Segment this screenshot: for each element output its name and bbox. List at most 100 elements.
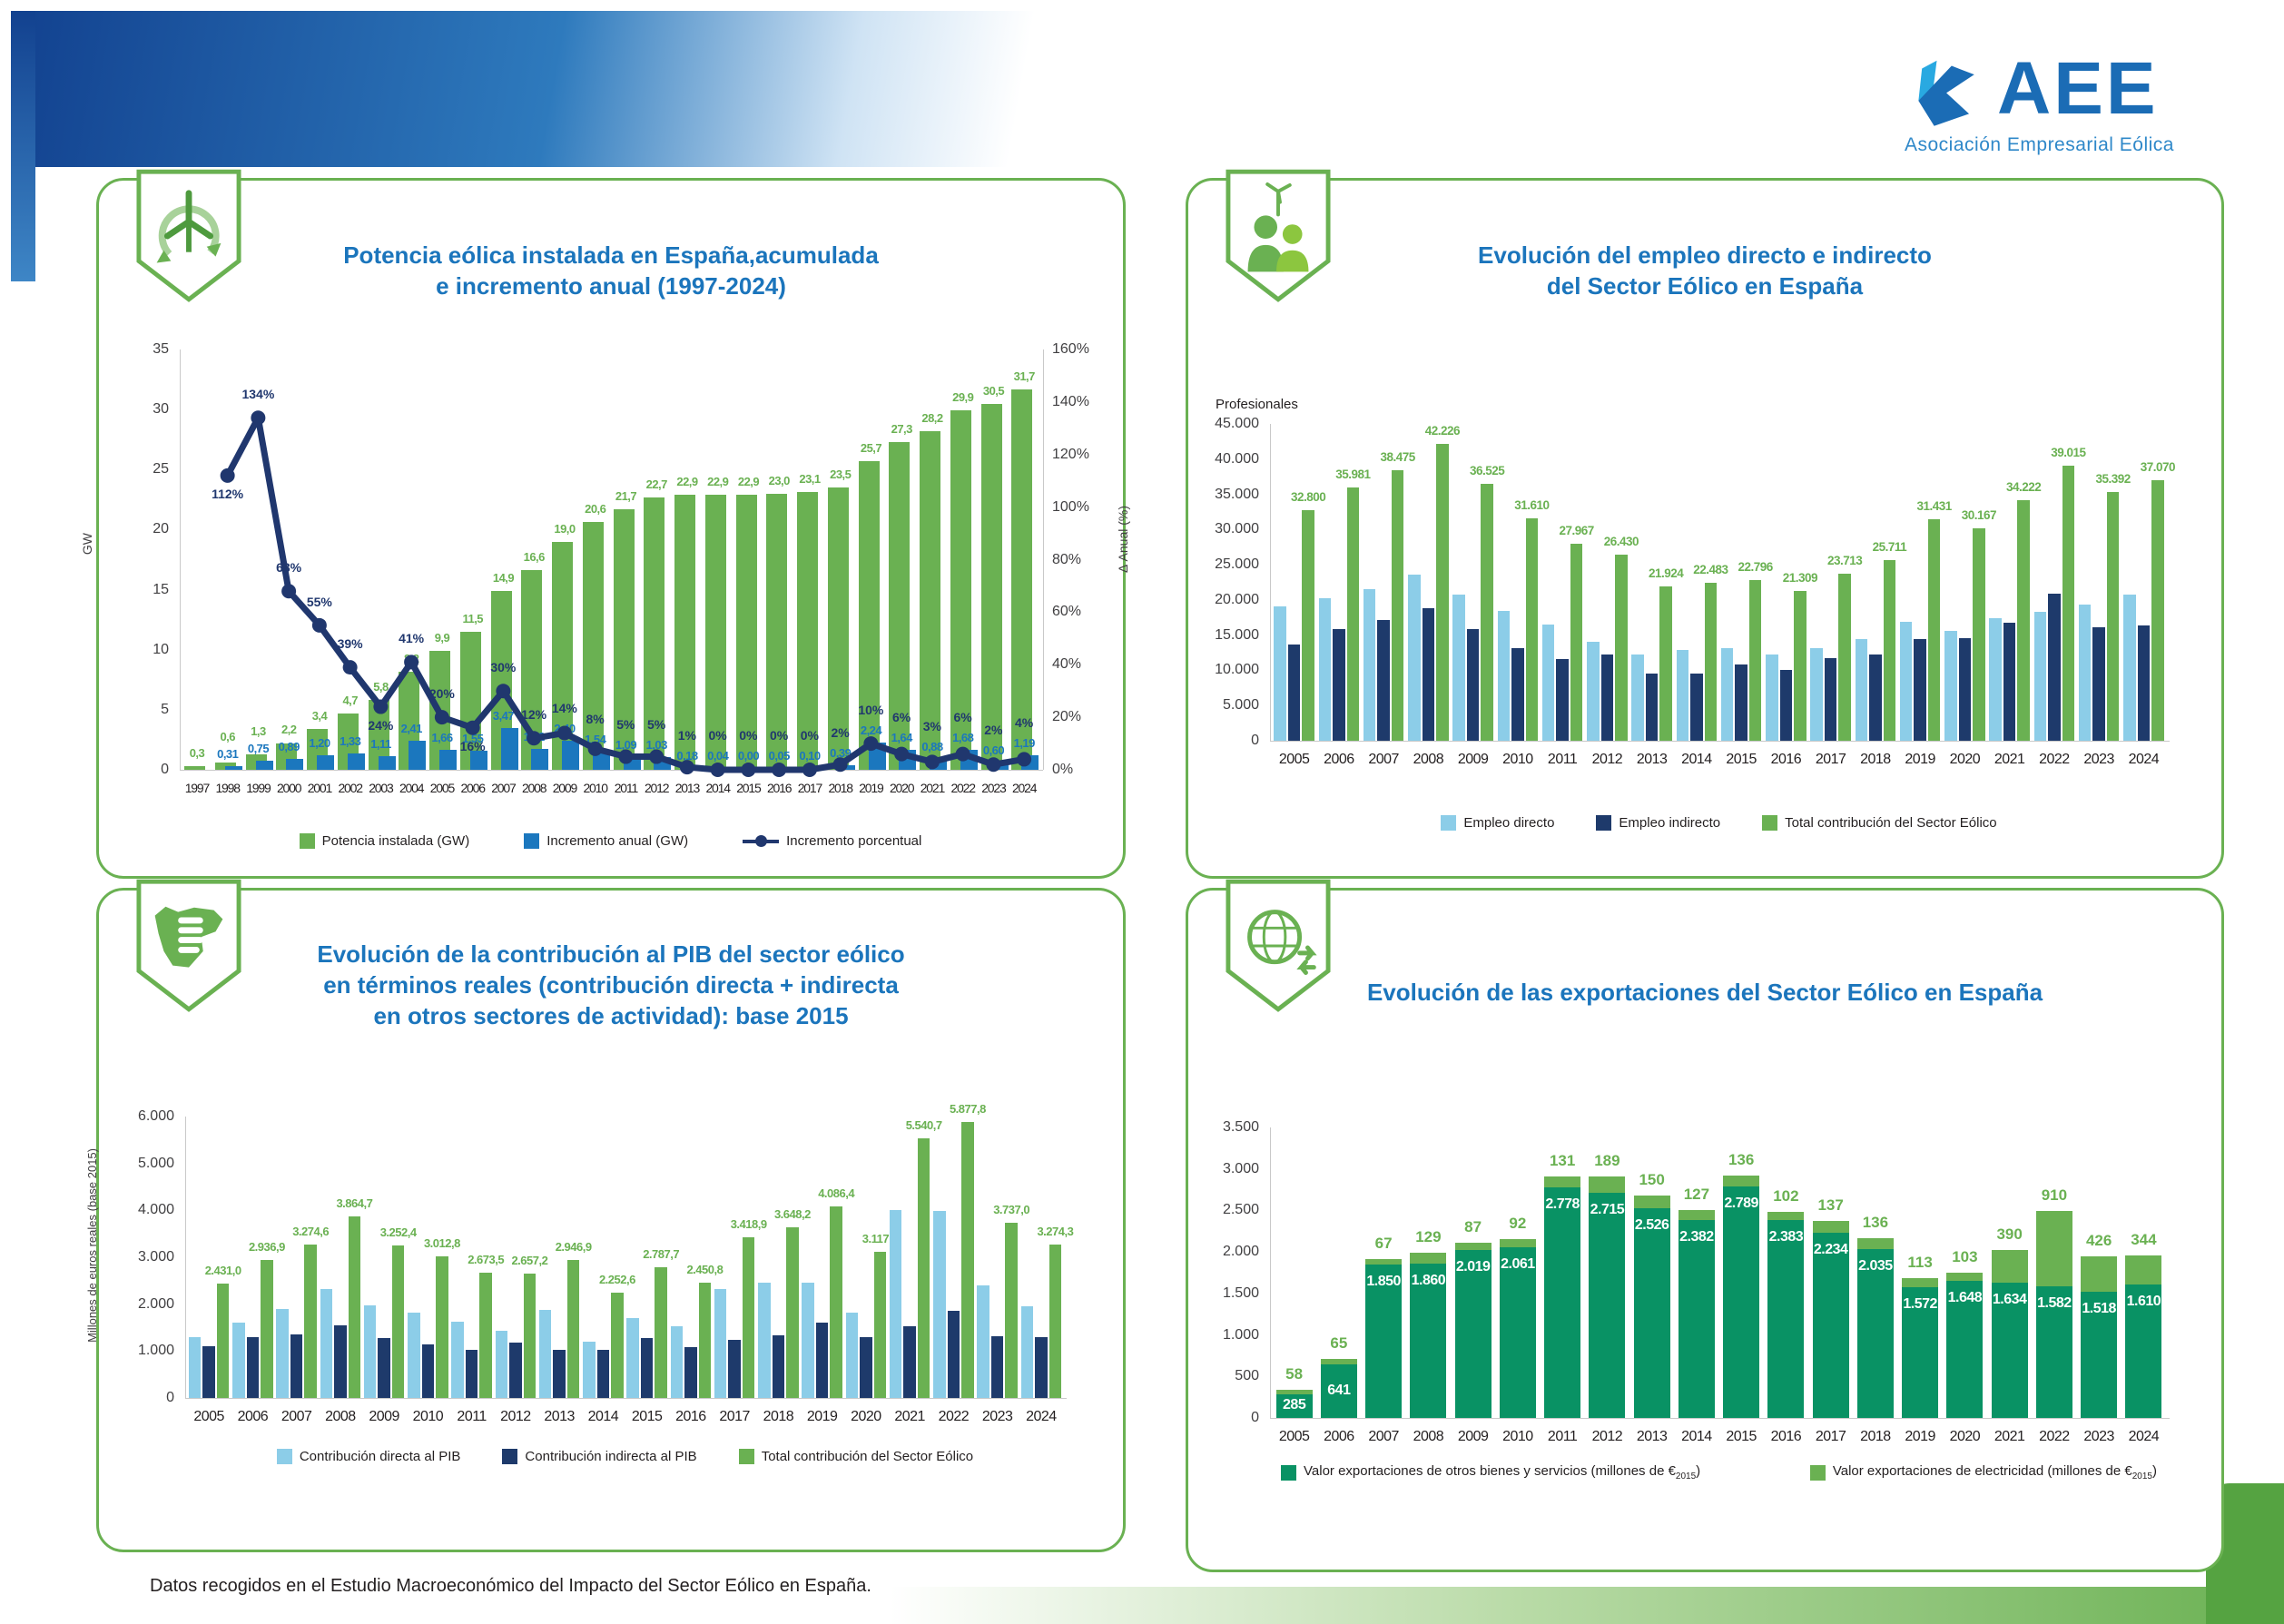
bar-annual-increment — [776, 768, 794, 770]
x-tick-year: 2024 — [1011, 781, 1038, 795]
bar-total — [1794, 590, 1807, 741]
legend-item: Total contribución del Sector Eólico — [738, 1449, 973, 1464]
bar-indirect — [202, 1346, 215, 1398]
bar-direct — [1020, 1305, 1034, 1398]
logo-wordmark: AEE — [1997, 47, 2159, 131]
bar-indirect — [1958, 637, 1972, 741]
y-tick-label: 5.000 — [137, 1155, 174, 1171]
bar-total — [1659, 586, 1672, 741]
value-label-electricity: 390 — [1996, 1225, 2023, 1243]
x-axis-line — [1270, 741, 2170, 742]
value-label-goods: 2.234 — [1813, 1241, 1848, 1257]
bar-installed-capacity — [184, 766, 205, 770]
x-tick-year: 2017 — [719, 1409, 750, 1424]
bar-exports-goods — [1499, 1246, 1536, 1418]
bar-total — [2017, 499, 2030, 741]
title-line: Evolución de la contribución al PIB del … — [317, 940, 905, 968]
legend-label: Contribución indirecta al PIB — [525, 1449, 697, 1464]
value-label-total: 2.252,6 — [598, 1272, 635, 1286]
value-label-capacity: 0,3 — [189, 746, 205, 761]
title-line: e incremento anual (1997-2024) — [436, 271, 786, 300]
title-line: Evolución de las exportaciones del Secto… — [1366, 979, 2043, 1006]
bar-indirect — [815, 1322, 829, 1398]
value-label-electricity: 344 — [2131, 1231, 2157, 1249]
bar-total — [261, 1260, 273, 1398]
x-tick-year: 2015 — [736, 781, 762, 795]
bar-direct — [1497, 611, 1511, 741]
chart-title-capacity: Potencia eólica instalada en España,acum… — [99, 241, 1123, 302]
bar-total — [1436, 443, 1449, 741]
y-tick-label: 3.000 — [137, 1249, 174, 1265]
bar-annual-increment — [990, 763, 1009, 770]
x-tick-year: 2013 — [1636, 752, 1668, 767]
y-axis-title-right: Δ Anual (%) — [1116, 505, 1130, 573]
bar-exports-goods — [2035, 1286, 2072, 1418]
bar-direct — [1720, 648, 1734, 741]
value-label-capacity: 2,2 — [281, 723, 297, 737]
legend-label: Total contribución del Sector Eólico — [1785, 815, 1997, 831]
bar-exports-goods — [1991, 1282, 2028, 1418]
title-line: Evolución del empleo directo e indirecto — [1478, 241, 1932, 269]
left-blue-stripe — [11, 11, 35, 281]
bar-total — [566, 1259, 580, 1398]
value-label-goods: 2.789 — [1724, 1196, 1758, 1211]
y-tick-label-right: 120% — [1052, 446, 1089, 462]
x-tick-year: 2013 — [544, 1409, 575, 1424]
x-tick-year: 2014 — [1681, 1429, 1712, 1444]
x-tick-year: 2010 — [1502, 752, 1533, 767]
value-label-total: 3.418,9 — [730, 1217, 767, 1232]
value-label-electricity: 426 — [2085, 1232, 2112, 1250]
bar-total — [1570, 544, 1583, 741]
value-label-electricity: 189 — [1594, 1152, 1620, 1170]
y-tick-label: 45.000 — [1215, 416, 1259, 431]
y-tick-label: 15 — [153, 581, 169, 597]
bar-total — [786, 1226, 799, 1398]
x-tick-year: 2016 — [675, 1409, 706, 1424]
value-label-percent: 55% — [306, 594, 332, 609]
x-tick-year: 2005 — [429, 781, 456, 795]
value-label-percent: 39% — [337, 636, 363, 652]
bar-direct — [2033, 612, 2047, 741]
bar-annual-increment — [592, 751, 610, 770]
bar-exports-goods — [1946, 1281, 1984, 1418]
bar-total — [1973, 528, 1985, 741]
x-tick-year: 2015 — [631, 1409, 663, 1424]
bar-indirect — [860, 1337, 872, 1398]
bar-installed-capacity — [552, 541, 573, 770]
bar-direct — [1766, 654, 1778, 741]
x-tick-year: 1998 — [215, 781, 241, 795]
color-swatch — [1281, 1464, 1296, 1481]
bar-total — [348, 1216, 361, 1398]
y-tick-label: 0 — [161, 762, 169, 777]
y-tick-label: 3.500 — [1222, 1119, 1259, 1135]
bar-indirect — [1333, 629, 1345, 741]
title-line: en otros sectores de actividad): base 20… — [373, 1001, 849, 1029]
bar-annual-increment — [868, 743, 886, 770]
value-label-goods: 641 — [1327, 1382, 1351, 1398]
bar-total — [1927, 519, 1941, 741]
value-label-electricity: 87 — [1464, 1218, 1482, 1236]
x-tick-year: 2021 — [920, 781, 946, 795]
bar-indirect — [1377, 620, 1390, 741]
bar-exports-electricity — [1812, 1221, 1849, 1233]
bar-indirect — [990, 1336, 1004, 1398]
value-label-capacity: 3,4 — [311, 709, 328, 723]
bar-direct — [1855, 638, 1868, 741]
value-label-capacity: 21,7 — [615, 488, 637, 503]
x-tick-year: 2018 — [1860, 752, 1891, 767]
bar-annual-increment — [1021, 755, 1039, 770]
bar-indirect — [1466, 629, 1480, 741]
bar-direct — [1452, 595, 1465, 741]
value-label-total: 25.711 — [1872, 539, 1907, 554]
legend-exports: Valor exportaciones de otros bienes y se… — [1281, 1463, 2157, 1481]
value-label-goods: 285 — [1283, 1396, 1306, 1412]
legend-item: Valor exportaciones de electricidad (mil… — [1809, 1463, 2157, 1481]
value-label-total: 21.309 — [1782, 570, 1818, 585]
bar-indirect — [246, 1337, 260, 1398]
value-label-goods: 1.860 — [1411, 1272, 1446, 1288]
value-label-goods: 2.061 — [1501, 1255, 1535, 1272]
x-tick-year: 2000 — [276, 781, 302, 795]
y-tick-label: 10 — [153, 641, 169, 657]
value-label-capacity: 29,9 — [952, 390, 974, 405]
value-label-electricity: 136 — [1728, 1150, 1755, 1168]
